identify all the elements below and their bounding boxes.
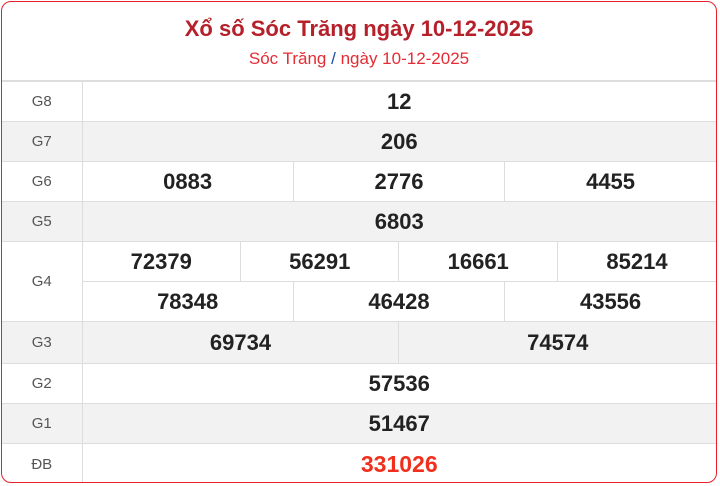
header: Xổ số Sóc Trăng ngày 10-12-2025 Sóc Trăn… [2,2,716,81]
prize-number: 4455 [504,161,716,202]
prize-number: 6803 [81,201,716,242]
prize-number: 85214 [556,241,716,282]
row-g4-2: 78348 46428 43556 [2,281,716,322]
results-table: G8 12 G7 206 G6 0883 2776 4455 G5 6803 G4 72379… [2,81,716,482]
prize-label: G7 [2,121,83,162]
breadcrumb-date-link[interactable]: ngày 10-12-2025 [340,49,470,68]
prize-number: 12 [81,81,716,122]
prize-number: 16661 [398,241,558,282]
prize-number: 78348 [81,281,294,322]
prize-label: G2 [2,363,83,404]
row-g4: G4 72379 56291 16661 85214 [2,241,716,322]
special-prize-number: 331026 [81,443,716,482]
prize-number: 56291 [239,241,400,282]
prize-label: G6 [2,161,83,202]
prize-label: G1 [2,403,83,444]
prize-number: 57536 [81,363,716,404]
prize-number: 0883 [81,161,294,202]
prize-number: 51467 [81,403,716,444]
row-g1: G1 51467 [2,403,716,444]
prize-number: 43556 [504,281,716,322]
prize-number: 74574 [398,321,716,364]
row-db: ĐB 331026 [2,443,716,482]
prize-label: G5 [2,201,83,242]
row-g7: G7 206 [2,121,716,162]
prize-label: G8 [2,81,83,122]
row-g8: G8 12 [2,81,716,122]
prize-number: 72379 [81,241,241,282]
row-g5: G5 6803 [2,201,716,242]
row-g2: G2 57536 [2,363,716,404]
breadcrumb-separator: / [331,49,336,68]
prize-number: 46428 [292,281,506,322]
prize-number: 206 [81,121,716,162]
breadcrumb-province-link[interactable]: Sóc Trăng [248,49,327,68]
prize-label: G3 [2,321,83,364]
prize-number: 2776 [292,161,506,202]
breadcrumb: Sóc Trăng / ngày 10-12-2025 [2,48,716,70]
row-g3: G3 69734 74574 [2,321,716,364]
page-title: Xổ số Sóc Trăng ngày 10-12-2025 [184,16,534,41]
row-g6: G6 0883 2776 4455 [2,161,716,202]
prize-number: 69734 [81,321,400,364]
prize-label: ĐB [2,443,83,482]
prize-label: G4 [2,241,83,322]
